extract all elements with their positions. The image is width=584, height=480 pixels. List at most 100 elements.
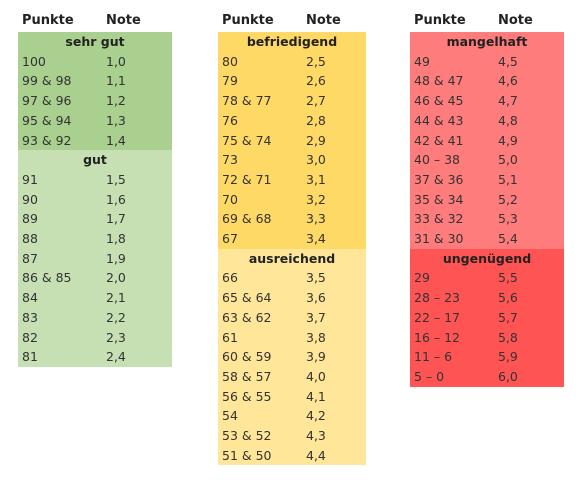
grade-cell: 2,9 <box>306 132 326 148</box>
points-cell: 87 <box>22 250 38 266</box>
points-cell: 93 & 92 <box>22 132 72 148</box>
points-cell: 84 <box>22 290 38 306</box>
points-cell: 81 <box>22 349 38 365</box>
points-cell: 69 & 68 <box>222 211 272 227</box>
points-cell: 60 & 59 <box>222 349 272 365</box>
grade-cell: 3,2 <box>306 191 326 207</box>
grade-cell: 3,8 <box>306 329 326 345</box>
points-cell: 90 <box>22 191 38 207</box>
points-cell: 70 <box>222 191 238 207</box>
grade-cell: 5,9 <box>498 349 518 365</box>
grade-cell: 4,3 <box>306 428 326 443</box>
group-title: befriedigend <box>246 34 338 49</box>
grade-cell: 4,7 <box>498 93 518 109</box>
points-cell: 37 & 36 <box>414 171 464 187</box>
column-header: Punkte <box>22 13 74 28</box>
points-cell: 79 <box>222 73 238 89</box>
points-cell: 100 <box>22 53 46 69</box>
group-block <box>18 150 172 367</box>
grade-cell: 3,5 <box>306 270 326 286</box>
grade-cell: 3,1 <box>306 171 326 187</box>
points-cell: 54 <box>222 408 238 424</box>
column-header: Punkte <box>222 13 274 28</box>
points-cell: 11 – 6 <box>414 349 453 365</box>
column-header: Note <box>498 13 533 28</box>
grade-cell: 4,4 <box>306 447 326 463</box>
group-title: gut <box>83 152 107 168</box>
points-cell: 16 – 12 <box>414 329 461 345</box>
grade-cell: 1,4 <box>106 132 126 148</box>
points-cell: 33 & 32 <box>414 211 464 227</box>
grade-cell: 3,6 <box>306 290 326 306</box>
points-cell: 73 <box>222 152 238 168</box>
grade-cell: 2,6 <box>306 73 326 89</box>
grade-cell: 5,8 <box>498 329 518 345</box>
points-cell: 76 <box>222 112 238 128</box>
column-header: Punkte <box>414 13 466 28</box>
grade-cell: 5,0 <box>498 152 518 168</box>
points-cell: 22 – 17 <box>414 309 461 325</box>
points-cell: 61 <box>222 329 238 345</box>
points-cell: 99 & 98 <box>22 73 72 89</box>
grade-cell: 4,6 <box>498 73 518 89</box>
points-cell: 29 <box>414 270 430 286</box>
points-cell: 78 & 77 <box>222 93 272 109</box>
points-cell: 75 & 74 <box>222 132 272 148</box>
grade-cell: 3,7 <box>306 309 326 325</box>
grade-cell: 1,1 <box>106 73 126 89</box>
grade-cell: 1,8 <box>106 231 126 246</box>
grade-cell: 2,5 <box>306 53 326 69</box>
points-cell: 86 & 85 <box>22 270 72 286</box>
grade-cell: 2,1 <box>106 290 126 306</box>
grade-cell: 2,7 <box>306 93 326 109</box>
grade-cell: 5,7 <box>498 309 518 325</box>
grade-cell: 1,6 <box>106 191 126 207</box>
points-cell: 49 <box>414 53 430 69</box>
grade-cell: 3,0 <box>306 152 326 168</box>
grade-cell: 4,5 <box>498 53 518 69</box>
group-title: sehr gut <box>65 34 125 49</box>
points-cell: 80 <box>222 53 238 69</box>
grade-cell: 1,3 <box>106 112 126 128</box>
grade-cell: 4,2 <box>306 408 326 424</box>
grade-cell: 5,1 <box>498 171 518 187</box>
grade-cell: 4,1 <box>306 388 326 404</box>
grade-cell: 2,8 <box>306 112 326 128</box>
points-cell: 67 <box>222 231 238 246</box>
points-cell: 5 – 0 <box>414 368 445 384</box>
grade-cell: 3,3 <box>306 211 326 227</box>
group-title: ausreichend <box>248 250 336 266</box>
points-cell: 51 & 50 <box>222 447 272 463</box>
group-block <box>410 32 564 249</box>
points-cell: 91 <box>22 171 38 187</box>
grade-cell: 2,2 <box>106 309 126 325</box>
grade-cell: 5,3 <box>498 211 518 227</box>
points-cell: 65 & 64 <box>222 290 272 306</box>
points-cell: 58 & 57 <box>222 368 272 384</box>
group-block <box>218 248 366 466</box>
grade-cell: 1,0 <box>106 53 126 69</box>
points-cell: 66 <box>222 270 238 286</box>
grade-cell: 1,5 <box>106 171 126 187</box>
points-cell: 35 & 34 <box>414 191 464 207</box>
points-cell: 46 & 45 <box>414 93 464 109</box>
group-block <box>410 248 564 387</box>
grade-cell: 5,6 <box>498 290 518 306</box>
grade-cell: 2,4 <box>106 349 126 365</box>
points-cell: 82 <box>22 329 38 345</box>
grade-cell: 6,0 <box>498 368 518 384</box>
points-cell: 53 & 52 <box>222 428 272 443</box>
group-title: ungenügend <box>442 250 532 266</box>
grade-cell: 3,9 <box>306 349 326 365</box>
points-cell: 83 <box>22 309 38 325</box>
points-cell: 42 & 41 <box>414 132 464 148</box>
points-cell: 97 & 96 <box>22 93 72 109</box>
grade-cell: 5,5 <box>498 270 518 286</box>
column-header: Note <box>106 13 141 28</box>
grade-cell: 5,2 <box>498 191 518 207</box>
points-cell: 44 & 43 <box>414 112 464 128</box>
grade-cell: 3,4 <box>306 231 326 246</box>
points-cell: 56 & 55 <box>222 388 272 404</box>
group-title: mangelhaft <box>446 34 528 49</box>
